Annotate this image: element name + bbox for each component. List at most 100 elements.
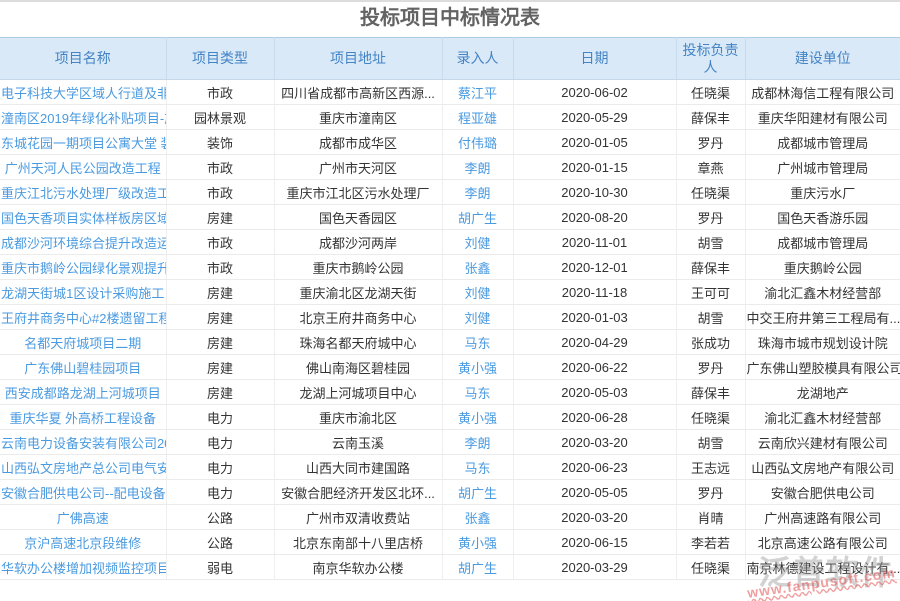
recorder-link[interactable]: 胡广生 [457,485,497,501]
builder-cell: 广州城市管理局 [745,154,900,180]
project-name-link[interactable]: 重庆市鹅岭公园绿化景观提升 [1,260,166,276]
table-header-row: 项目名称 项目类型 项目地址 录入人 日期 投标负责人 建设单位 [0,37,900,80]
recorder-link[interactable]: 胡广生 [457,210,497,226]
project-type-cell: 电力 [166,454,275,480]
project-address-cell: 重庆市鹅岭公园 [274,254,443,280]
recorder-link[interactable]: 张鑫 [464,260,491,276]
recorder-link[interactable]: 马东 [464,460,491,476]
project-name-link[interactable]: 电子科技大学区域人行道及非 [1,85,166,101]
recorder-link[interactable]: 黄小强 [457,410,497,426]
project-name-cell: 重庆华夏 外高桥工程设备 [0,404,167,430]
builder-cell: 龙湖地产 [745,379,900,405]
project-name-link[interactable]: 重庆江北污水处理厂级改造工 [1,185,166,201]
project-name-link[interactable]: 东城花园一期项目公寓大堂 装 [1,135,166,151]
recorder-link[interactable]: 马东 [464,335,491,351]
date-cell: 2020-03-29 [513,554,677,580]
table-row: 广佛高速 公路 广州市双清收费站 张鑫 2020-03-20 肖晴 广州高速路有… [0,504,900,530]
project-name-link[interactable]: 重庆华夏 外高桥工程设备 [9,410,157,426]
table-row: 国色天香项目实体样板房区域 房建 国色天香园区 胡广生 2020-08-20 罗… [0,204,900,230]
project-type-cell: 市政 [166,79,275,105]
recorder-link[interactable]: 刘健 [464,310,491,326]
recorder-link[interactable]: 黄小强 [457,360,497,376]
project-type-cell: 装饰 [166,129,275,155]
recorder-link[interactable]: 张鑫 [464,510,491,526]
project-name-cell: 王府井商务中心#2楼遗留工程 [0,304,167,330]
project-address-cell: 北京东南部十八里店桥 [274,529,443,555]
builder-cell: 广州高速路有限公司 [745,504,900,530]
project-name-link[interactable]: 成都沙河环境综合提升改造运 [1,235,166,251]
project-type-cell: 房建 [166,279,275,305]
builder-cell: 重庆污水厂 [745,179,900,205]
bid-manager-cell: 任晓渠 [676,179,746,205]
bid-manager-cell: 罗丹 [676,129,746,155]
table-row: 名都天府城项目二期 房建 珠海名都天府城中心 马东 2020-04-29 张成功… [0,329,900,355]
project-type-cell: 公路 [166,504,275,530]
recorder-link[interactable]: 李朗 [464,435,491,451]
date-cell: 2020-06-15 [513,529,677,555]
recorder-cell: 刘健 [442,279,514,305]
recorder-link[interactable]: 黄小强 [457,535,497,551]
project-name-cell: 电子科技大学区域人行道及非 [0,79,167,105]
project-name-cell: 龙湖天街城1区设计采购施工 [0,279,167,305]
project-name-link[interactable]: 云南电力设备安装有限公司20 [1,435,166,451]
project-address-cell: 重庆市渝北区 [274,404,443,430]
project-address-cell: 珠海名都天府城中心 [274,329,443,355]
date-cell: 2020-03-20 [513,429,677,455]
table-row: 广东佛山碧桂园项目 房建 佛山南海区碧桂园 黄小强 2020-06-22 罗丹 … [0,354,900,380]
project-name-link[interactable]: 山西弘文房地产总公司电气安 [1,460,166,476]
project-name-link[interactable]: 华软办公楼增加视频监控项目 [1,560,166,576]
project-name-link[interactable]: 安徽合肥供电公司--配电设备检 [1,485,166,501]
bid-results-table: 项目名称 项目类型 项目地址 录入人 日期 投标负责人 建设单位 电子科技大学区… [0,37,900,580]
recorder-cell: 刘健 [442,304,514,330]
project-name-cell: 广州天河人民公园改造工程 [0,154,167,180]
recorder-link[interactable]: 刘健 [464,235,491,251]
recorder-cell: 李朗 [442,179,514,205]
recorder-link[interactable]: 胡广生 [457,560,497,576]
project-name-link[interactable]: 广东佛山碧桂园项目 [24,360,142,376]
project-name-link[interactable]: 广佛高速 [56,510,109,526]
recorder-cell: 张鑫 [442,254,514,280]
recorder-cell: 马东 [442,329,514,355]
recorder-link[interactable]: 李朗 [464,160,491,176]
project-type-cell: 市政 [166,179,275,205]
col-header-project-address: 项目地址 [273,37,443,80]
recorder-cell: 李朗 [442,154,514,180]
project-address-cell: 广州市双清收费站 [274,504,443,530]
project-name-link[interactable]: 京沪高速北京段维修 [24,535,142,551]
table-row: 广州天河人民公园改造工程 市政 广州市天河区 李朗 2020-01-15 章燕 … [0,154,900,180]
project-address-cell: 四川省成都市高新区西源... [274,79,443,105]
project-name-link[interactable]: 名都天府城项目二期 [24,335,142,351]
date-cell: 2020-06-02 [513,79,677,105]
table-row: 京沪高速北京段维修 公路 北京东南部十八里店桥 黄小强 2020-06-15 李… [0,529,900,555]
bid-manager-cell: 罗丹 [676,479,746,505]
recorder-cell: 胡广生 [442,554,514,580]
builder-cell: 重庆华阳建材有限公司 [745,104,900,130]
project-name-link[interactable]: 广州天河人民公园改造工程 [4,160,161,176]
builder-cell: 云南欣兴建材有限公司 [745,429,900,455]
project-name-link[interactable]: 王府井商务中心#2楼遗留工程 [1,310,166,326]
recorder-cell: 付伟璐 [442,129,514,155]
project-type-cell: 市政 [166,154,275,180]
date-cell: 2020-10-30 [513,179,677,205]
col-header-date: 日期 [512,37,677,80]
recorder-link[interactable]: 刘健 [464,285,491,301]
project-name-link[interactable]: 国色天香项目实体样板房区域 [1,210,166,226]
builder-cell: 渝北汇鑫木材经营部 [745,279,900,305]
builder-cell: 中交王府井第三工程局有... [745,304,900,330]
builder-cell: 广东佛山塑胶模具有限公司 [745,354,900,380]
project-name-link[interactable]: 西安成都路龙湖上河城项目 [4,385,161,401]
recorder-link[interactable]: 马东 [464,385,491,401]
table-row: 东城花园一期项目公寓大堂 装 装饰 成都市成华区 付伟璐 2020-01-05 … [0,129,900,155]
project-type-cell: 电力 [166,429,275,455]
recorder-link[interactable]: 程亚雄 [457,110,497,126]
recorder-link[interactable]: 付伟璐 [457,135,497,151]
project-name-link[interactable]: 龙湖天街城1区设计采购施工 [1,285,165,301]
recorder-link[interactable]: 李朗 [464,185,491,201]
recorder-cell: 李朗 [442,429,514,455]
project-address-cell: 重庆市潼南区 [274,104,443,130]
recorder-cell: 黄小强 [442,529,514,555]
recorder-link[interactable]: 蔡江平 [457,85,497,101]
project-name-link[interactable]: 潼南区2019年绿化补贴项目-施 [1,110,166,126]
project-address-cell: 广州市天河区 [274,154,443,180]
